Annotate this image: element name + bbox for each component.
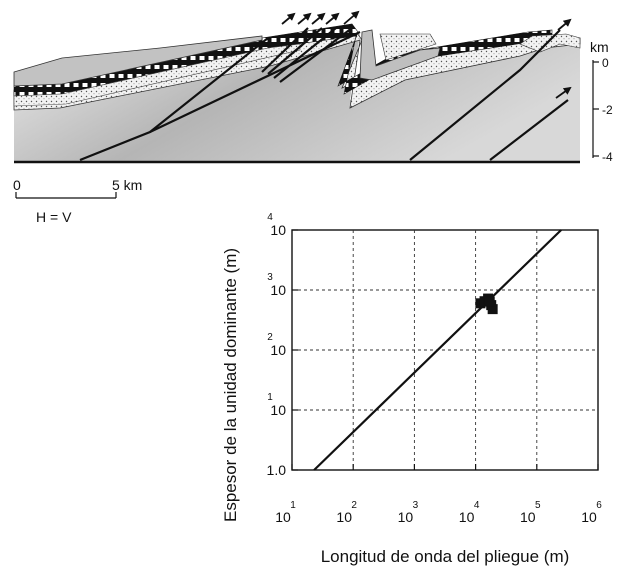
- slip-arrow-4: [325, 12, 340, 25]
- depth-tick-label: 0: [602, 56, 609, 70]
- slip-arrow-2: [297, 12, 312, 25]
- y-tick-base: 10: [270, 282, 286, 298]
- plot-grid: [292, 230, 598, 470]
- x-tick-base: 10: [459, 509, 475, 525]
- fault-5: [273, 27, 337, 79]
- syncline-inner-dotted: [379, 33, 437, 61]
- x-tick-exponent: 5: [535, 500, 541, 511]
- fault-8: [489, 99, 569, 161]
- x-tick-exponent: 4: [474, 500, 480, 511]
- fault-3: [261, 27, 309, 73]
- upper-grey-unit: [13, 35, 263, 87]
- x-tick-base: 10: [336, 509, 352, 525]
- slip-arrow-3: [311, 12, 326, 25]
- fault-4: [267, 27, 323, 75]
- slip-arrow-1: [281, 12, 296, 25]
- depth-axis: km 0 -2 -4: [590, 39, 613, 164]
- syncline-core: [359, 29, 441, 81]
- data-point: [487, 304, 498, 315]
- thrust-faults: [79, 27, 569, 162]
- data-points: [475, 293, 498, 315]
- x-tick-exponent: 1: [290, 500, 296, 511]
- y-axis-title: Espesor de la unidad dominante (m): [221, 248, 240, 522]
- scale-end-label: 5 km: [112, 177, 142, 193]
- y-tick-base: 1.0: [267, 462, 287, 478]
- y-tick-base: 10: [270, 342, 286, 358]
- y-tick-base: 10: [270, 402, 286, 418]
- depth-tick-label: -4: [602, 150, 613, 164]
- y-tick-base: 10: [270, 222, 286, 238]
- x-tick-exponent: 2: [351, 500, 357, 511]
- y-tick-exponent: 3: [267, 272, 273, 283]
- depth-tick-label: -2: [602, 103, 613, 117]
- y-tick-exponent: 2: [267, 332, 273, 343]
- trend-line: [313, 229, 562, 471]
- scale-bar: 0 5 km H = V: [13, 177, 142, 225]
- slip-arrow-7: [555, 86, 572, 99]
- right-anticline: [519, 33, 581, 53]
- y-tick-exponent: 1: [267, 392, 273, 403]
- depth-unit-label: km: [590, 39, 609, 55]
- fault-6: [279, 27, 353, 83]
- x-axis-title: Longitud de onda del pliegue (m): [321, 547, 570, 566]
- fault-arrows: [281, 10, 572, 99]
- x-tick-base: 10: [520, 509, 536, 525]
- slip-arrow-5: [343, 10, 360, 25]
- fault-7: [409, 29, 561, 161]
- x-tick-exponent: 6: [596, 500, 602, 511]
- x-tick-base: 10: [275, 509, 291, 525]
- x-tick-base: 10: [398, 509, 414, 525]
- geologic-cross-section: km 0 -2 -4 0 5 km H = V: [13, 10, 613, 225]
- x-tick-exponent: 3: [413, 500, 419, 511]
- y-tick-exponent: 4: [267, 212, 273, 223]
- x-tick-base: 10: [581, 509, 597, 525]
- scale-start-label: 0: [13, 177, 21, 193]
- slip-arrow-6: [557, 18, 572, 31]
- scale-ratio-label: H = V: [36, 209, 72, 225]
- data-point: [484, 296, 495, 307]
